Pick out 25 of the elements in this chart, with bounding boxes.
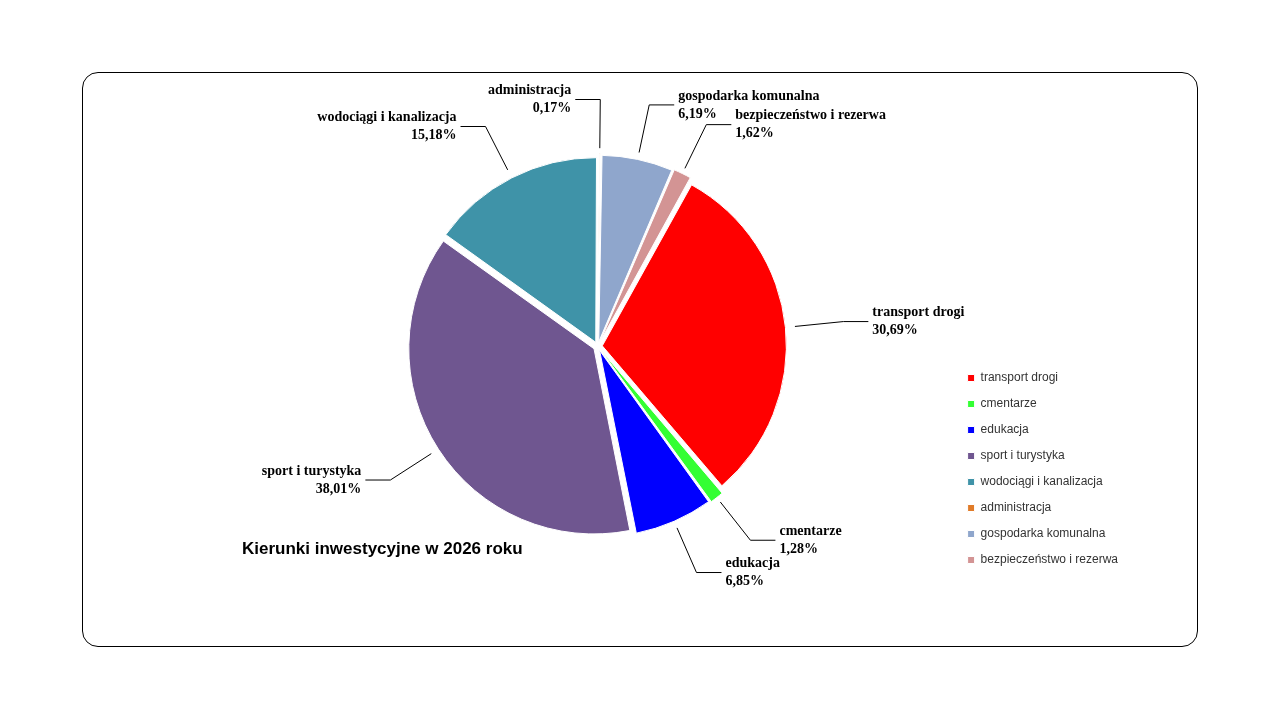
legend-label: edukacja (980, 422, 1029, 437)
slice-label: edukacja (725, 555, 780, 571)
data-label: 38,01% (315, 480, 362, 496)
legend-label: bezpieczeństwo i rezerwa (980, 552, 1119, 567)
legend-label: sport i turystyka (980, 448, 1065, 463)
legend-label: gospodarka komunalna (980, 526, 1106, 541)
slice-label: gospodarka komunalna (678, 87, 820, 103)
slice-label: administracja (488, 82, 572, 98)
slice-label: transport drogi (872, 304, 965, 320)
data-label: 1,28% (779, 540, 818, 556)
data-label: 0,17% (532, 100, 572, 116)
slice-label: cmentarze (779, 522, 842, 538)
legend-label: administracja (980, 500, 1052, 515)
slice-label: bezpieczeństwo i rezerwa (735, 107, 886, 123)
slice-label: wodociągi i kanalizacja (317, 109, 457, 125)
data-label: 15,18% (411, 127, 457, 143)
legend-label: transport drogi (980, 370, 1058, 385)
legend-label: cmentarze (980, 396, 1037, 411)
text: Kierunki inwestycyjne w 2026 roku (242, 539, 523, 559)
data-label: 6,85% (725, 573, 764, 589)
data-label: 1,62% (735, 125, 774, 141)
slice-label: sport i turystyka (261, 462, 362, 478)
data-label: 30,69% (872, 322, 918, 338)
data-label: 6,19% (678, 105, 717, 121)
legend-label: wodociągi i kanalizacja (979, 474, 1103, 489)
